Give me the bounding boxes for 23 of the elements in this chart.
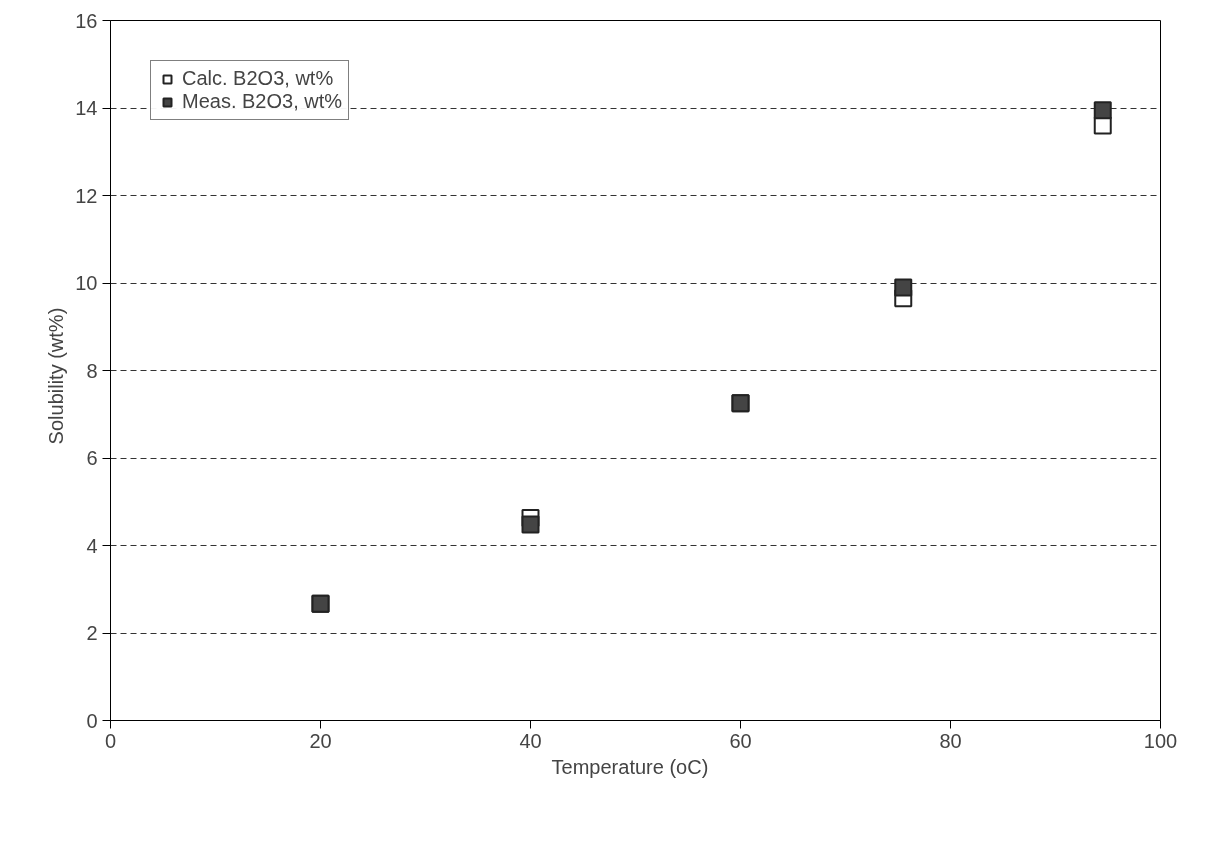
legend-label: Meas. B2O3, wt%: [182, 90, 343, 113]
x-tick-label: 0: [104, 729, 117, 752]
x-tick-label: 80: [939, 729, 962, 752]
x-tick-label: 100: [1143, 729, 1178, 752]
y-tick-label: 12: [75, 184, 98, 207]
point: [1093, 101, 1112, 120]
point: [521, 515, 540, 534]
x-axis-title: Temperature (oC): [551, 755, 709, 778]
y-tick-label: 4: [86, 534, 98, 557]
point: [1093, 116, 1112, 135]
y-tick-label: 6: [86, 447, 98, 469]
y-axis-title: Solubility (wt%): [45, 307, 68, 445]
y-tick-label: 14: [75, 97, 98, 119]
y-tick-label: 0: [86, 709, 98, 732]
y-tick-label: 16: [75, 9, 98, 32]
y-tick-label: 8: [86, 359, 98, 382]
x-tick-label: 20: [309, 729, 332, 752]
legend-label: Calc. B2O3, wt%: [182, 67, 334, 90]
y-tick-label: 10: [75, 272, 98, 294]
point: [894, 278, 913, 297]
x-tick-label: 40: [519, 729, 542, 752]
x-tick-label: 60: [729, 729, 752, 752]
y-tick-label: 2: [86, 622, 98, 644]
